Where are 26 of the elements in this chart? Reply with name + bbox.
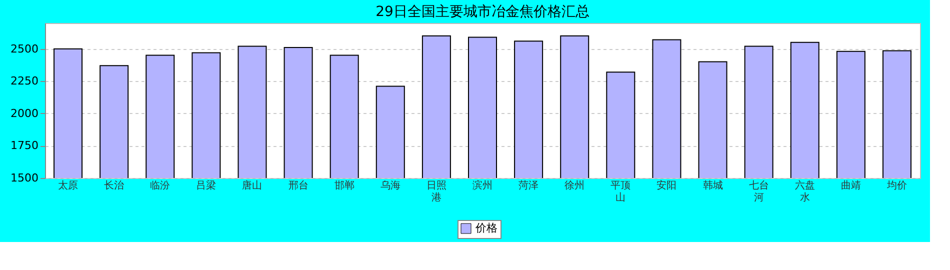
x-tick-label: 曲靖 bbox=[840, 180, 861, 192]
y-tick-label: 2500 bbox=[10, 42, 38, 56]
x-tick-label: 邯郸 bbox=[334, 180, 354, 192]
x-tick-label: 滨州 bbox=[472, 180, 492, 192]
x-tick-label: 邢台 bbox=[288, 180, 308, 192]
y-tick-label: 1750 bbox=[10, 139, 38, 152]
x-tick-label: 安阳 bbox=[656, 180, 677, 192]
x-tick-label: 太原 bbox=[58, 180, 78, 192]
x-tick-label: 均价 bbox=[886, 180, 907, 192]
legend-label: 价格 bbox=[474, 222, 498, 234]
x-tick-label: 唐山 bbox=[242, 180, 262, 192]
x-tick-label: 吕梁 bbox=[196, 180, 216, 192]
x-tick-label: 六盘水 bbox=[794, 180, 815, 204]
chart-title: 29日全国主要城市冶金焦价格汇总 bbox=[376, 4, 590, 20]
x-tick-label: 菏泽 bbox=[518, 180, 539, 192]
x-tick-label: 七台河 bbox=[748, 180, 769, 204]
x-tick-label: 乌海 bbox=[380, 180, 400, 192]
y-tick-label: 1500 bbox=[10, 172, 38, 184]
y-tick-label: 2250 bbox=[10, 74, 38, 88]
x-tick-label: 临汾 bbox=[150, 180, 170, 192]
x-tick-label: 日照港 bbox=[426, 180, 446, 204]
x-tick-label: 韩城 bbox=[702, 180, 723, 192]
x-tick-label: 平顶山 bbox=[610, 180, 631, 204]
y-tick-label: 2000 bbox=[10, 106, 38, 120]
x-tick-label: 徐州 bbox=[564, 180, 585, 192]
x-tick-label: 长治 bbox=[104, 180, 124, 192]
